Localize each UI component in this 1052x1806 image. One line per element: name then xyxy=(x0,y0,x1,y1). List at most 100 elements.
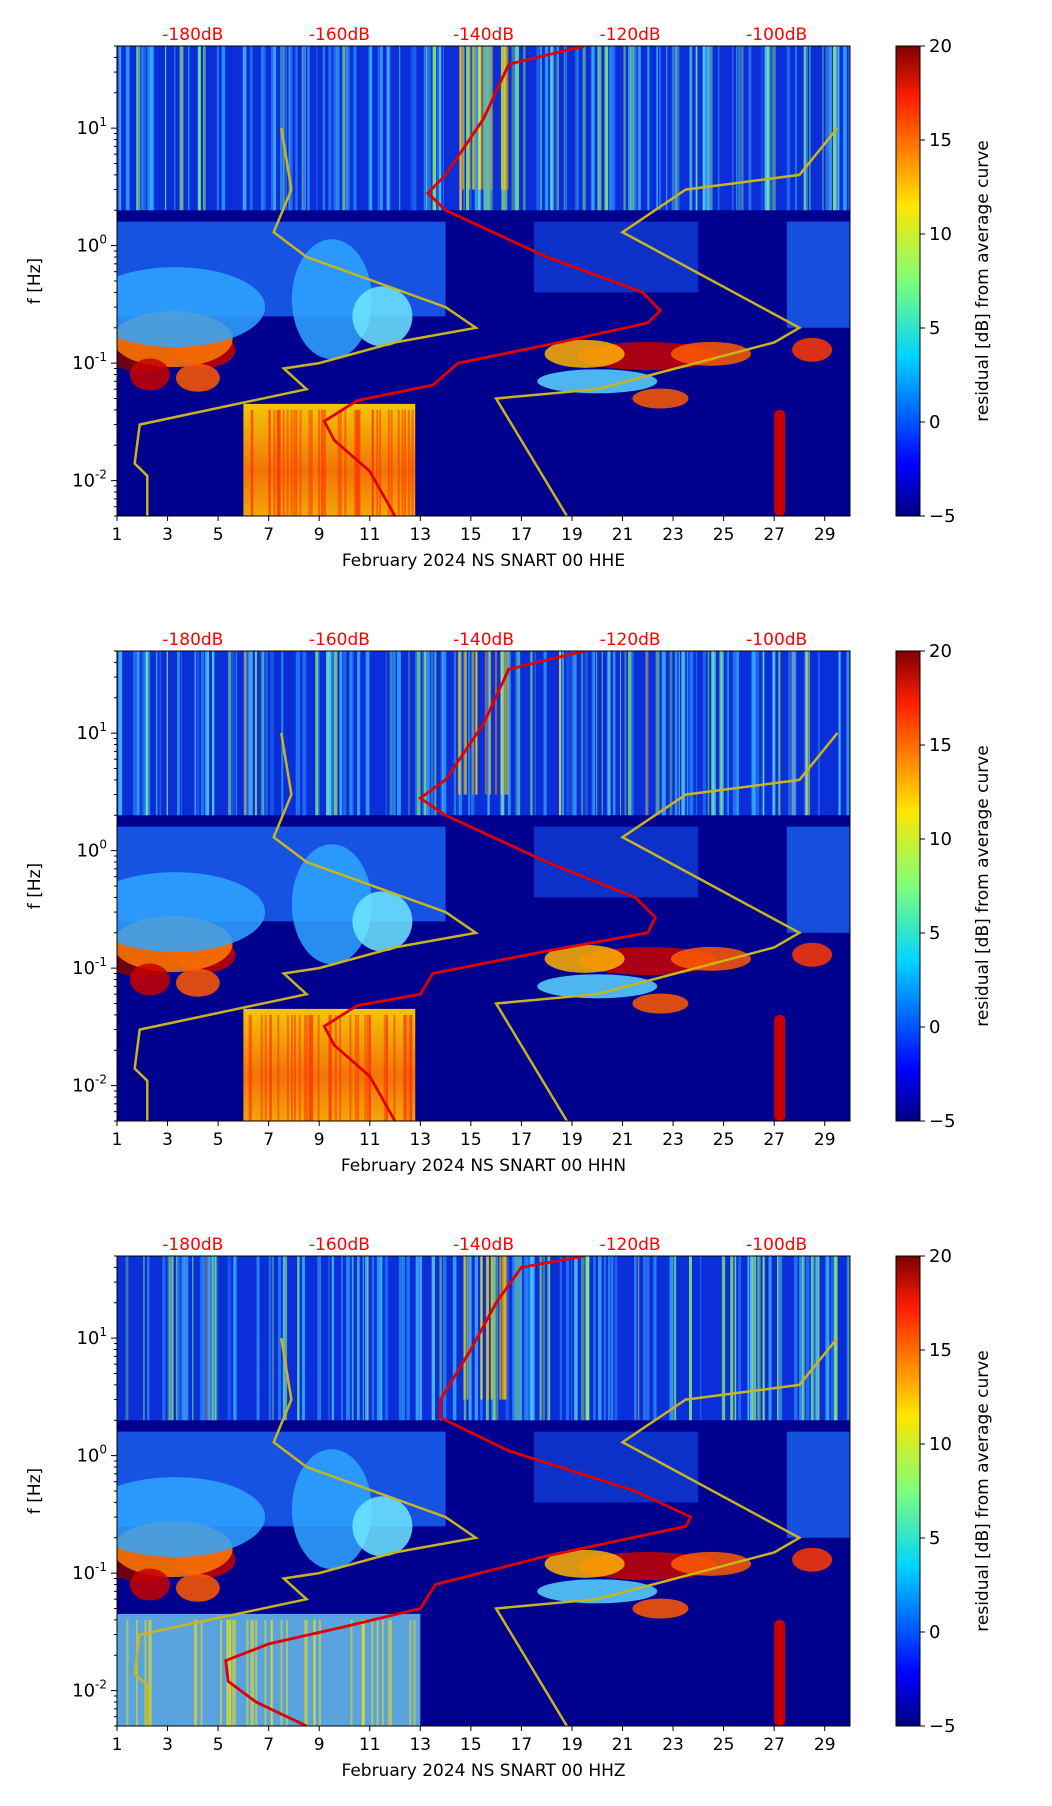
hf-streak xyxy=(512,1256,517,1421)
db-scale-label: -100dB xyxy=(746,630,807,650)
microseism-blob xyxy=(117,872,266,953)
hf-streak xyxy=(778,1256,783,1421)
x-tick-label: 9 xyxy=(314,1130,325,1150)
x-tick-label: 19 xyxy=(561,525,583,545)
hf-streak xyxy=(790,651,794,816)
colorbar xyxy=(895,1255,921,1727)
x-tick-label: 11 xyxy=(359,1735,381,1755)
x-tick-label: 23 xyxy=(662,1735,684,1755)
hf-streak xyxy=(747,1256,750,1421)
hf-streak xyxy=(350,651,354,816)
hf-streak xyxy=(761,651,764,816)
hf-streak xyxy=(656,46,658,211)
hf-streak xyxy=(669,1256,673,1421)
hf-streak xyxy=(426,651,431,816)
hf-band xyxy=(117,651,850,816)
event-day27 xyxy=(774,409,786,516)
hf-streak xyxy=(700,1256,702,1421)
hf-streak xyxy=(565,1256,570,1421)
lowfreq-streak xyxy=(248,1014,251,1121)
x-tick-label: 5 xyxy=(213,525,224,545)
hf-streak xyxy=(285,46,287,211)
hf-streak xyxy=(530,651,533,816)
colorbar-tick-label: 0 xyxy=(929,412,940,433)
hf-streak xyxy=(384,1256,389,1421)
hf-streak xyxy=(689,651,694,816)
hf-streak xyxy=(273,46,277,211)
hf-streak xyxy=(483,46,487,211)
x-tick-label: 27 xyxy=(763,525,785,545)
hf-streak xyxy=(563,46,565,211)
y-tick-label: 101 xyxy=(76,115,107,139)
x-tick-label: 7 xyxy=(263,525,274,545)
hf-streak xyxy=(402,1256,406,1421)
hf-streak xyxy=(439,46,442,211)
lowfreq-streak xyxy=(234,1619,237,1726)
colorbar-tick-label: −5 xyxy=(929,506,956,527)
hf-streak xyxy=(805,1256,810,1421)
hf-streak xyxy=(434,651,437,816)
hf-streak xyxy=(751,651,756,816)
hf-streak xyxy=(487,651,490,816)
hf-streak xyxy=(673,1256,676,1421)
hf-streak xyxy=(536,46,540,211)
hf-streak xyxy=(142,46,146,211)
lowfreq-streak xyxy=(219,1619,222,1726)
hf-streak xyxy=(351,1256,354,1421)
hf-streak xyxy=(159,651,162,816)
microseism-blob xyxy=(670,1551,751,1576)
hf-streak xyxy=(721,1256,726,1421)
hf-streak xyxy=(689,1256,691,1421)
hf-streak xyxy=(459,46,462,190)
mid-band xyxy=(786,826,850,933)
hf-streak xyxy=(611,46,616,211)
lowfreq-streak xyxy=(362,1619,365,1726)
hf-streak xyxy=(328,1256,330,1421)
hf-streak xyxy=(608,651,610,816)
hf-streak xyxy=(125,46,130,211)
y-tick-label: 101 xyxy=(76,720,107,744)
hf-streak xyxy=(756,1256,761,1421)
x-tick-label: 7 xyxy=(263,1130,274,1150)
hf-streak xyxy=(517,651,520,816)
lowfreq-streak xyxy=(364,1014,367,1121)
hf-streak xyxy=(140,46,144,211)
mid-band xyxy=(786,221,850,328)
y-tick-label: 100 xyxy=(76,233,107,257)
hf-streak xyxy=(738,1256,742,1421)
lowfreq-streak xyxy=(390,1619,393,1726)
x-tick-label: 1 xyxy=(112,1735,123,1755)
hf-streak xyxy=(504,1256,507,1400)
hf-streak xyxy=(721,651,724,816)
lowfreq-streak xyxy=(349,1014,352,1121)
mid-band xyxy=(534,826,699,898)
hf-streak xyxy=(523,46,526,211)
lowfreq-streak xyxy=(295,409,298,516)
hf-streak xyxy=(671,46,676,211)
lowfreq-streak xyxy=(306,1014,309,1121)
microseism-blob xyxy=(544,944,625,973)
hf-streak xyxy=(227,1256,232,1421)
hf-streak xyxy=(810,1256,815,1421)
hf-streak xyxy=(247,651,250,816)
hf-streak xyxy=(327,651,331,816)
x-tick-label: 5 xyxy=(213,1735,224,1755)
hf-streak xyxy=(235,651,238,816)
lowfreq-streak xyxy=(334,1014,337,1121)
colorbar-tick-label: 15 xyxy=(929,130,952,151)
lowfreq-streak xyxy=(371,1619,374,1726)
hf-streak xyxy=(468,1256,472,1421)
lowfreq-streak xyxy=(264,1014,267,1121)
microseism-blob xyxy=(537,369,658,394)
hf-streak xyxy=(584,651,589,816)
hf-streak xyxy=(559,651,562,816)
lowfreq-streak xyxy=(278,409,281,516)
hf-streak xyxy=(288,46,290,211)
hf-streak xyxy=(468,46,471,190)
hf-streak xyxy=(582,46,586,211)
hf-streak xyxy=(465,651,468,795)
hf-streak xyxy=(591,46,594,211)
hf-streak xyxy=(748,46,752,211)
hf-streak xyxy=(227,651,231,816)
